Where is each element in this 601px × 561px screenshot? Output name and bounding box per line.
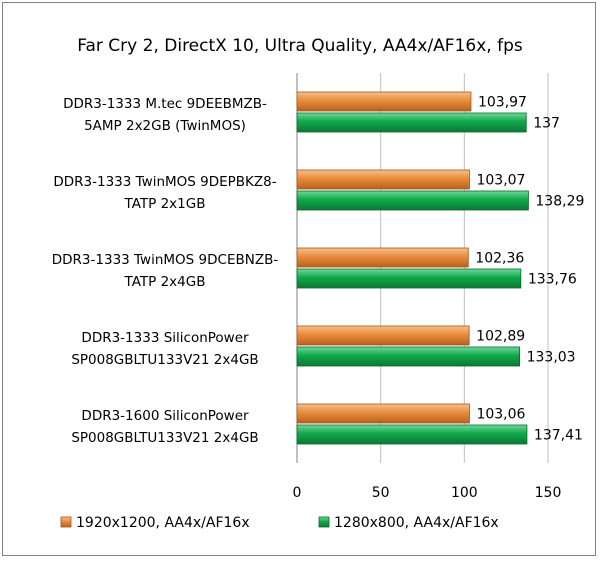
bar-series2 xyxy=(296,112,527,133)
data-label: 102,36 xyxy=(475,251,524,267)
legend-label: 1920x1200, AA4x/AF16x xyxy=(76,515,250,531)
x-tick-label: 150 xyxy=(535,485,562,501)
data-label: 102,89 xyxy=(476,329,525,345)
category-labels: DDR3-1333 M.tec 9DEEBMZB- 5AMP 2x2GB (Twi… xyxy=(52,96,279,446)
data-label: 138,29 xyxy=(535,194,584,210)
data-label: 103,97 xyxy=(478,95,527,111)
bar-series2 xyxy=(296,190,529,211)
category-label: 5AMP 2x2GB (TwinMOS) xyxy=(84,118,246,134)
bar-series1 xyxy=(296,325,470,346)
legend-swatch xyxy=(318,516,330,528)
legend-label: 1280x800, AA4x/AF16x xyxy=(334,515,499,531)
data-label: 137,41 xyxy=(534,428,583,444)
category-label: TATP 2x4GB xyxy=(124,274,206,290)
bar-series2 xyxy=(296,268,522,289)
legend: 1920x1200, AA4x/AF16x 1280x800, AA4x/AF16… xyxy=(60,515,499,531)
gridlines xyxy=(296,73,549,463)
category-label: DDR3-1333 TwinMOS 9DEPBKZ8- xyxy=(53,174,276,190)
bars: 103,97137103,07138,29102,36133,76102,891… xyxy=(296,91,584,445)
data-label: 133,03 xyxy=(527,350,576,366)
bar-series1 xyxy=(296,403,470,424)
axis-ticks: 0 50 100 150 xyxy=(293,485,562,501)
bar-series1 xyxy=(296,247,469,268)
legend-swatch xyxy=(60,516,72,528)
bar-series1 xyxy=(296,169,470,190)
bar-series1 xyxy=(296,91,472,112)
data-label: 103,06 xyxy=(476,407,525,423)
bar-series2 xyxy=(296,346,521,367)
category-label: DDR3-1333 M.tec 9DEEBMZB- xyxy=(63,96,267,112)
category-label: SP008GBLTU133V21 2x4GB xyxy=(71,352,258,368)
x-tick-label: 0 xyxy=(293,485,302,501)
chart-title: Far Cry 2, DirectX 10, Ultra Quality, AA… xyxy=(77,36,523,56)
category-label: DDR3-1333 TwinMOS 9DCEBNZB- xyxy=(52,252,279,268)
category-label: DDR3-1600 SiliconPower xyxy=(81,408,249,424)
category-label: TATP 2x1GB xyxy=(124,196,206,212)
x-tick-label: 100 xyxy=(451,485,478,501)
bar-series2 xyxy=(296,424,528,445)
category-label: SP008GBLTU133V21 2x4GB xyxy=(71,430,258,446)
data-label: 133,76 xyxy=(528,272,577,288)
x-tick-label: 50 xyxy=(372,485,390,501)
data-label: 103,07 xyxy=(476,173,525,189)
category-label: DDR3-1333 SiliconPower xyxy=(81,330,249,346)
data-label: 137 xyxy=(533,116,560,132)
